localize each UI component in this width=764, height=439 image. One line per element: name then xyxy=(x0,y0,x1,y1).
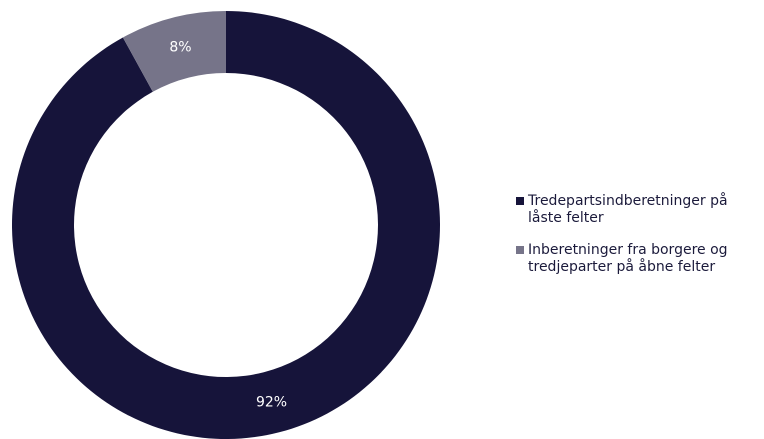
donut-slice-label-2: 8% xyxy=(169,40,191,56)
legend-label-locked-fields: Tredepartsindberetninger på låste felter xyxy=(528,193,728,226)
legend-swatch-locked-fields xyxy=(516,197,524,205)
legend-item-locked-fields: Tredepartsindberetninger på låste felter xyxy=(516,193,762,227)
donut-slice-2 xyxy=(122,11,226,92)
donut-slice-1 xyxy=(11,11,441,439)
donut-slice-label-1: 92% xyxy=(256,394,287,410)
legend-item-open-fields: Inberetninger fra borgere og tredjeparte… xyxy=(516,242,762,276)
legend-swatch-open-fields xyxy=(516,246,524,254)
legend-label-open-fields: Inberetninger fra borgere og tredjeparte… xyxy=(528,242,728,275)
chart-legend: Tredepartsindberetninger på låste felter… xyxy=(516,193,762,291)
